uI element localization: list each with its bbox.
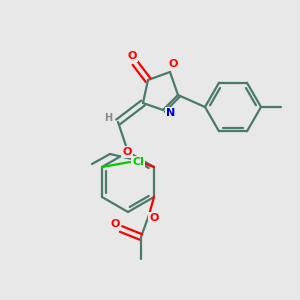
Text: O: O (149, 213, 159, 223)
Text: O: O (168, 59, 178, 69)
Text: O: O (127, 51, 137, 61)
Text: N: N (167, 108, 176, 118)
Text: H: H (104, 113, 112, 123)
Text: Cl: Cl (132, 157, 144, 167)
Text: O: O (122, 147, 132, 157)
Text: O: O (110, 219, 120, 229)
